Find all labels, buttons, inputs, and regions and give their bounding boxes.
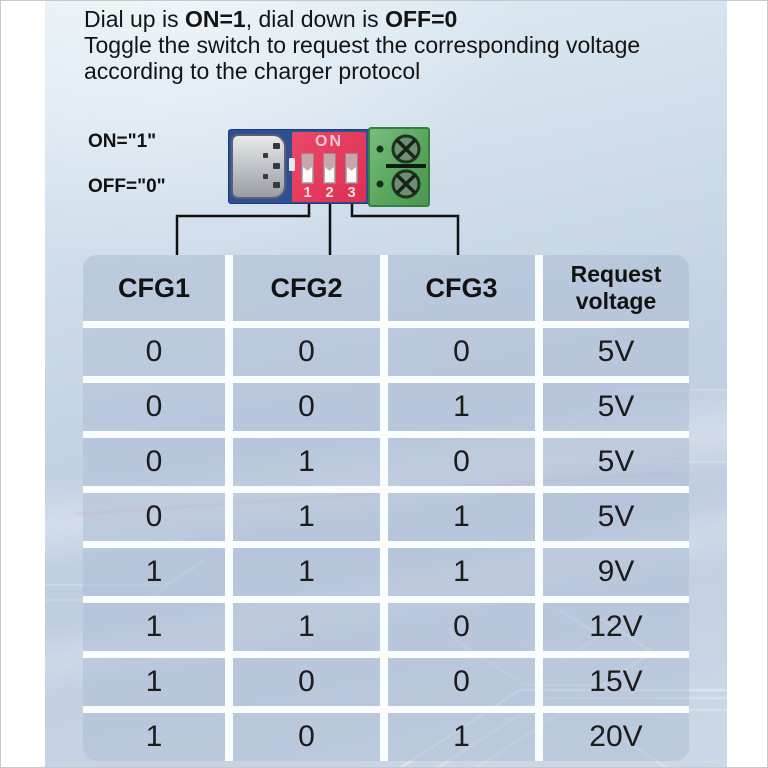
table-header-cfg3: CFG3 xyxy=(388,255,535,321)
dip-notch xyxy=(289,158,295,171)
dip-number-3: 3 xyxy=(347,184,356,201)
table-cell: 1 xyxy=(233,493,380,541)
dip-number-2: 2 xyxy=(325,184,334,201)
table-cell: 1 xyxy=(233,603,380,651)
table-cell: 1 xyxy=(388,548,535,596)
table-cell-voltage: 5V xyxy=(543,493,689,541)
table-cell: 0 xyxy=(388,603,535,651)
table-cell-voltage: 12V xyxy=(543,603,689,651)
instruction-text: Dial up is ON=1, dial down is OFF=0 Togg… xyxy=(84,6,714,84)
table-cell: 0 xyxy=(233,713,380,761)
table-cell: 1 xyxy=(83,603,225,651)
table-cell-voltage: 15V xyxy=(543,658,689,706)
terminal-screws xyxy=(376,134,426,199)
title-on-bold: ON=1 xyxy=(184,6,246,32)
table-header-cfg2: CFG2 xyxy=(233,255,380,321)
connector-pad xyxy=(263,153,268,158)
connector-pad xyxy=(273,182,280,188)
table-cell: 0 xyxy=(83,383,225,431)
dip-switch-1 xyxy=(301,153,314,184)
table-cell: 0 xyxy=(83,328,225,376)
table-cell: 0 xyxy=(388,438,535,486)
title-off-bold: OFF=0 xyxy=(385,6,458,32)
dip-switch-slider-1 xyxy=(303,167,312,182)
dip-switch-2 xyxy=(323,153,336,184)
dip-switch-slider-2 xyxy=(325,167,334,182)
connector-pad xyxy=(273,143,280,149)
connector-pad xyxy=(273,163,280,169)
title-line-1: Dial up is ON=1, dial down is OFF=0 xyxy=(84,6,714,32)
table-cell-voltage: 5V xyxy=(543,438,689,486)
dip-switch-slider-3 xyxy=(347,167,356,182)
dip-number-1: 1 xyxy=(303,184,312,201)
title-text: , dial down is xyxy=(245,6,386,32)
title-line-3: according to the charger protocol xyxy=(84,58,421,84)
table-cell-voltage: 20V xyxy=(543,713,689,761)
table-cell: 0 xyxy=(83,438,225,486)
table-cell: 1 xyxy=(83,658,225,706)
table-cell: 0 xyxy=(233,328,380,376)
off-equals-0-label: OFF="0" xyxy=(88,176,166,197)
on-equals-1-label: ON="1" xyxy=(88,131,157,152)
usb-pd-trigger-module: ON 1 2 3 xyxy=(228,126,430,210)
table-header-request-voltage: Request voltage xyxy=(543,255,689,321)
table-cell: 0 xyxy=(388,658,535,706)
callout-line-switch1 xyxy=(175,204,311,255)
title-line-2: Toggle the switch to request the corresp… xyxy=(84,32,641,58)
table-cell: 1 xyxy=(233,548,380,596)
table-cell: 0 xyxy=(233,658,380,706)
table-cell: 1 xyxy=(388,493,535,541)
table-header-cfg1: CFG1 xyxy=(83,255,225,321)
callout-line-switch3 xyxy=(350,204,460,255)
dip-switch-block: ON 1 2 3 xyxy=(289,132,366,202)
dip-on-label: ON xyxy=(315,133,343,150)
title-text: Dial up is xyxy=(84,6,185,32)
table-cell-voltage: 5V xyxy=(543,383,689,431)
table-cell: 1 xyxy=(83,713,225,761)
screw-terminal-block xyxy=(368,127,430,207)
table-cell: 1 xyxy=(233,438,380,486)
table-cell: 1 xyxy=(83,548,225,596)
connector-pad xyxy=(263,174,268,179)
usb-c-connector xyxy=(231,134,286,199)
table-cell: 1 xyxy=(388,383,535,431)
table-cell-voltage: 5V xyxy=(543,328,689,376)
table-cell: 0 xyxy=(388,328,535,376)
dip-switch-3 xyxy=(345,153,358,184)
table-cell: 0 xyxy=(83,493,225,541)
table-cell-voltage: 9V xyxy=(543,548,689,596)
table-cell: 0 xyxy=(233,383,380,431)
table-cell: 1 xyxy=(388,713,535,761)
